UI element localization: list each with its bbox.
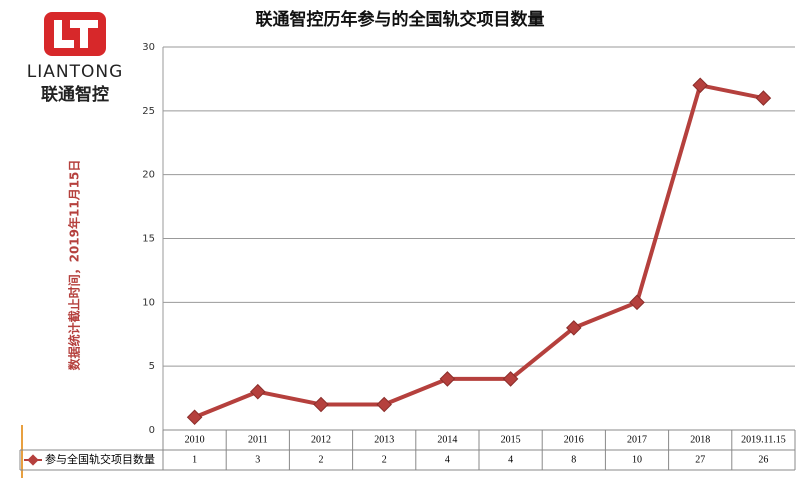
logo-chinese: 联通智控	[41, 84, 109, 105]
table-value: 10	[632, 454, 642, 465]
table-value: 4	[445, 454, 450, 465]
data-point	[755, 90, 772, 106]
table-value: 2	[382, 454, 387, 465]
data-point	[250, 383, 266, 400]
x-tick-label: 2015	[501, 434, 521, 445]
x-tick-label: 2013	[374, 434, 394, 445]
table-value: 27	[695, 454, 705, 465]
data-point	[376, 396, 392, 413]
table-value: 1	[192, 454, 197, 465]
chart-title: 联通智控历年参与的全国轨交项目数量	[256, 9, 545, 30]
x-tick-label: 2011	[248, 434, 268, 445]
y-tick-label: 15	[142, 234, 155, 245]
y-tick-label: 5	[149, 361, 155, 372]
logo-name: LIANTONG	[27, 62, 124, 82]
y-tick-label: 10	[142, 297, 155, 308]
y-tick-label: 30	[142, 42, 155, 53]
data-point	[313, 396, 329, 413]
x-tick-label: 2014	[437, 434, 457, 445]
data-point	[629, 294, 645, 311]
logo-glyph	[54, 20, 98, 48]
logo-mark	[44, 12, 106, 56]
x-tick-label: 2017	[627, 434, 647, 445]
data-point	[566, 320, 582, 336]
x-tick-label: 2010	[185, 434, 205, 445]
legend-label: 参与全国轨交项目数量	[45, 452, 155, 466]
y-tick-label: 20	[142, 170, 155, 181]
data-point	[692, 77, 708, 94]
table-value: 26	[758, 454, 768, 465]
data-point	[186, 409, 203, 426]
y-tick-label: 0	[149, 425, 155, 436]
data-point	[439, 371, 456, 387]
table-value: 3	[255, 454, 260, 465]
series-line	[193, 83, 764, 420]
x-tick-label: 2019.11.15	[741, 434, 786, 445]
x-tick-label: 2016	[564, 434, 584, 445]
logo: LIANTONG 联通智控	[27, 12, 124, 105]
y-axis-label: 数据统计截止时间，2019年11月15日	[67, 160, 82, 371]
data-point	[502, 371, 519, 387]
x-tick-label: 2018	[690, 434, 710, 445]
table-value: 8	[571, 454, 576, 465]
table-value: 4	[508, 454, 513, 465]
table-value: 2	[319, 454, 324, 465]
x-tick-label: 2012	[311, 434, 331, 445]
y-tick-label: 25	[142, 106, 155, 117]
